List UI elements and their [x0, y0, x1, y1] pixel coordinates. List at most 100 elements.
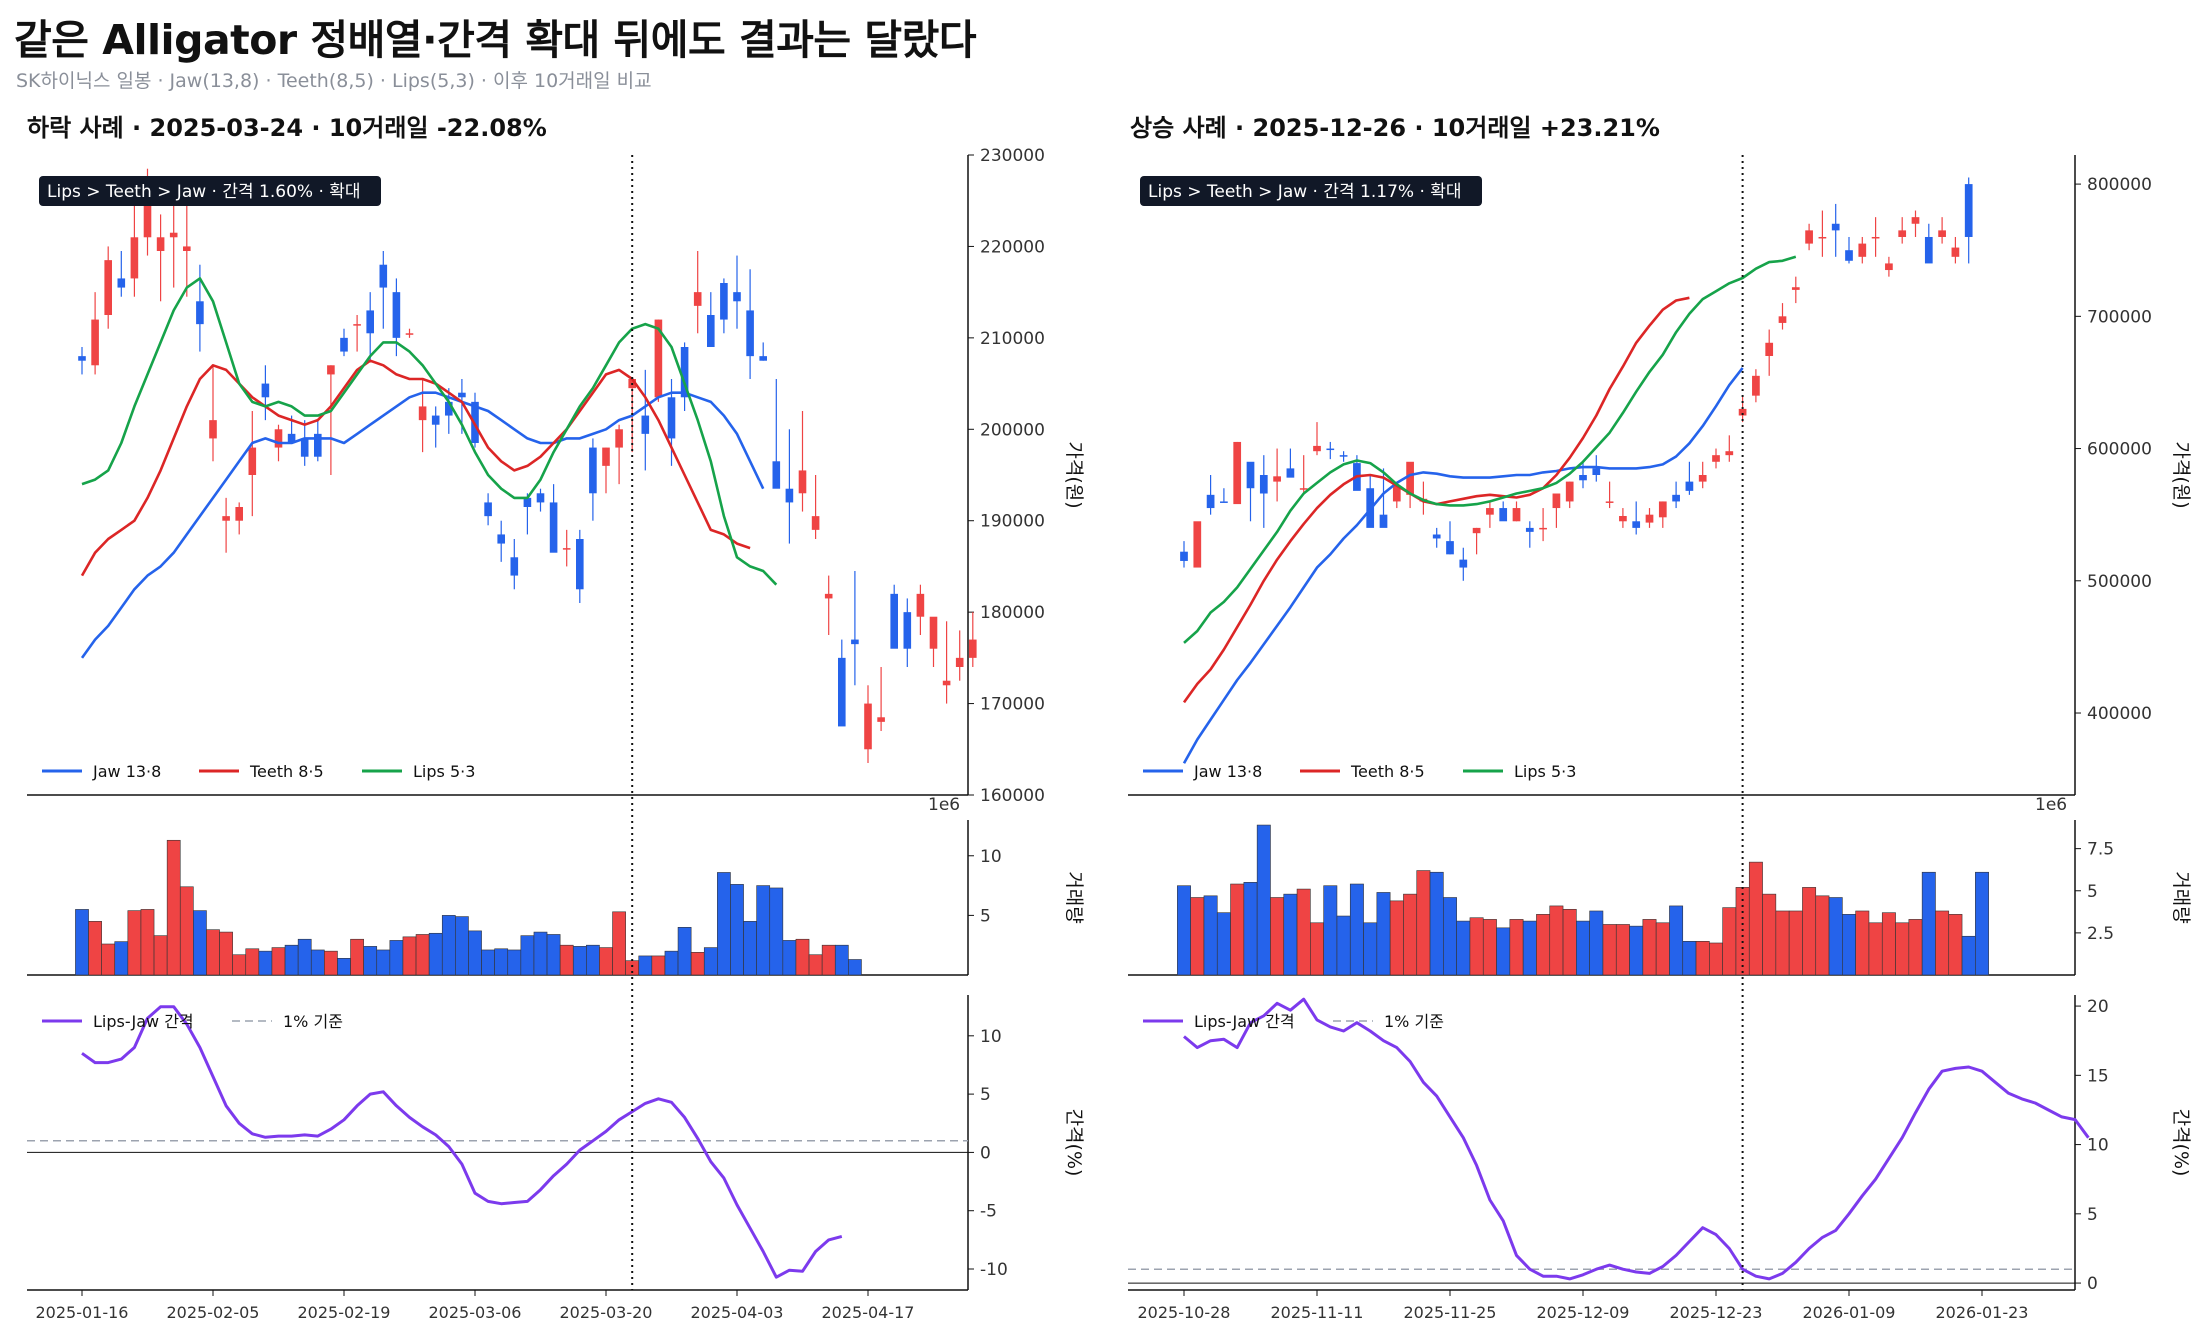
- candle: [117, 251, 126, 297]
- candle: [877, 667, 885, 731]
- candle: [431, 406, 440, 448]
- volume-bar: [389, 940, 404, 976]
- candle-body: [340, 337, 348, 352]
- gap-y-label: 간격(%): [1063, 1109, 1085, 1177]
- lips-line: [81, 277, 778, 586]
- teeth-line: [1182, 296, 1690, 704]
- volume-bar: [481, 949, 495, 976]
- candle: [1805, 223, 1813, 251]
- candle-body: [1858, 243, 1867, 257]
- volume-bar: [848, 959, 862, 976]
- candle-body: [1698, 475, 1707, 482]
- candle-body: [733, 292, 741, 302]
- legend-label: Teeth 8·5: [249, 762, 324, 781]
- candle-body: [1738, 408, 1747, 416]
- candle-body: [602, 447, 610, 466]
- candle-body: [445, 401, 453, 416]
- gap-y-label: 간격(%): [2170, 1109, 2191, 1177]
- candle: [864, 685, 872, 763]
- volume-bar: [494, 948, 509, 976]
- candle: [104, 246, 112, 329]
- candle: [1180, 541, 1188, 568]
- candle-body: [484, 502, 492, 517]
- legend-label: Teeth 8·5: [1350, 762, 1425, 781]
- x-tick-label: 2025-04-17: [822, 1303, 915, 1322]
- volume-bar: [756, 885, 771, 976]
- candle: [248, 411, 257, 517]
- candle-body: [1685, 481, 1694, 491]
- candle: [353, 315, 361, 352]
- candle-body: [1432, 534, 1441, 539]
- volume-bar: [468, 930, 482, 976]
- volume-bar: [1482, 919, 1497, 976]
- volume-bar: [1895, 922, 1910, 976]
- candle-body: [327, 365, 335, 375]
- x-tick-label: 2025-01-16: [36, 1303, 129, 1322]
- candle: [746, 269, 754, 379]
- volume-bar: [415, 934, 430, 976]
- candle-body: [811, 516, 820, 530]
- candle: [130, 205, 139, 297]
- candle: [693, 251, 702, 334]
- volume-bar: [1310, 922, 1324, 976]
- candle-body: [824, 593, 833, 599]
- price-offset-text: 1e6: [2035, 795, 2067, 815]
- gap-y-tick-label: -5: [980, 1202, 997, 1222]
- price-y-tick-label: 600000: [2087, 440, 2152, 460]
- volume-bar: [310, 949, 325, 976]
- price-y-tick-label: 170000: [980, 695, 1045, 715]
- candle: [838, 639, 846, 727]
- volume-bar: [1216, 912, 1231, 976]
- volume-bar: [258, 950, 273, 976]
- candle-body: [1791, 287, 1800, 290]
- panel-title: 상승 사례 · 2025-12-26 · 10거래일 +23.21%: [1130, 114, 1660, 142]
- candle-body: [1193, 521, 1202, 568]
- candle: [1565, 481, 1574, 509]
- candle-body: [1632, 521, 1641, 528]
- candle-body: [183, 246, 191, 251]
- candle: [1326, 441, 1335, 460]
- x-tick-label: 2025-03-06: [429, 1303, 522, 1322]
- candle: [1885, 256, 1893, 277]
- volume-y-label: 거래량: [2170, 871, 2191, 923]
- candle: [1432, 527, 1441, 548]
- volume-bar: [284, 944, 299, 976]
- x-tick-label: 2025-12-23: [1670, 1303, 1763, 1322]
- candle-body: [1259, 475, 1268, 494]
- legend-label: Lips-Jaw 간격: [1194, 1012, 1295, 1031]
- candle-body: [1778, 316, 1787, 323]
- price-y-tick-label: 200000: [980, 420, 1045, 440]
- x-tick-label: 2025-10-28: [1138, 1303, 1231, 1322]
- candle: [1672, 481, 1680, 509]
- volume-bar: [1576, 920, 1590, 976]
- candle: [1246, 461, 1255, 522]
- volume-bar: [1948, 914, 1963, 976]
- volume-bar: [1682, 941, 1697, 976]
- candle: [1871, 217, 1880, 257]
- volume-bar: [1469, 917, 1484, 976]
- volume-bar: [455, 916, 469, 976]
- x-tick-label: 2025-12-09: [1537, 1303, 1630, 1322]
- volume-bar: [1190, 897, 1205, 976]
- panel-title: 하락 사례 · 2025-03-24 · 10거래일 -22.08%: [27, 114, 547, 142]
- candle: [1486, 501, 1494, 528]
- volume-bar: [1802, 887, 1817, 976]
- volume-bar: [337, 958, 351, 976]
- candle-body: [929, 616, 938, 649]
- candle-body: [1818, 236, 1827, 239]
- gap-line: [1183, 997, 2090, 1281]
- volume-bar: [1443, 897, 1457, 976]
- price-y-label: 가격(원): [2170, 441, 2191, 508]
- legend-label: Lips 5·3: [1514, 762, 1576, 781]
- badge-text: Lips > Teeth > Jaw · 간격 1.60% · 확대: [47, 182, 361, 202]
- volume-bar: [245, 948, 260, 976]
- candle: [340, 328, 348, 357]
- candle: [707, 292, 715, 347]
- candle-body: [772, 461, 781, 489]
- gap-y-tick-label: 15: [2087, 1066, 2109, 1086]
- candle: [1765, 329, 1774, 376]
- volume-bar: [1522, 920, 1537, 976]
- volume-bar: [1722, 907, 1737, 976]
- legend-item: Lips 5·3: [1463, 762, 1576, 781]
- candle-body: [523, 497, 532, 507]
